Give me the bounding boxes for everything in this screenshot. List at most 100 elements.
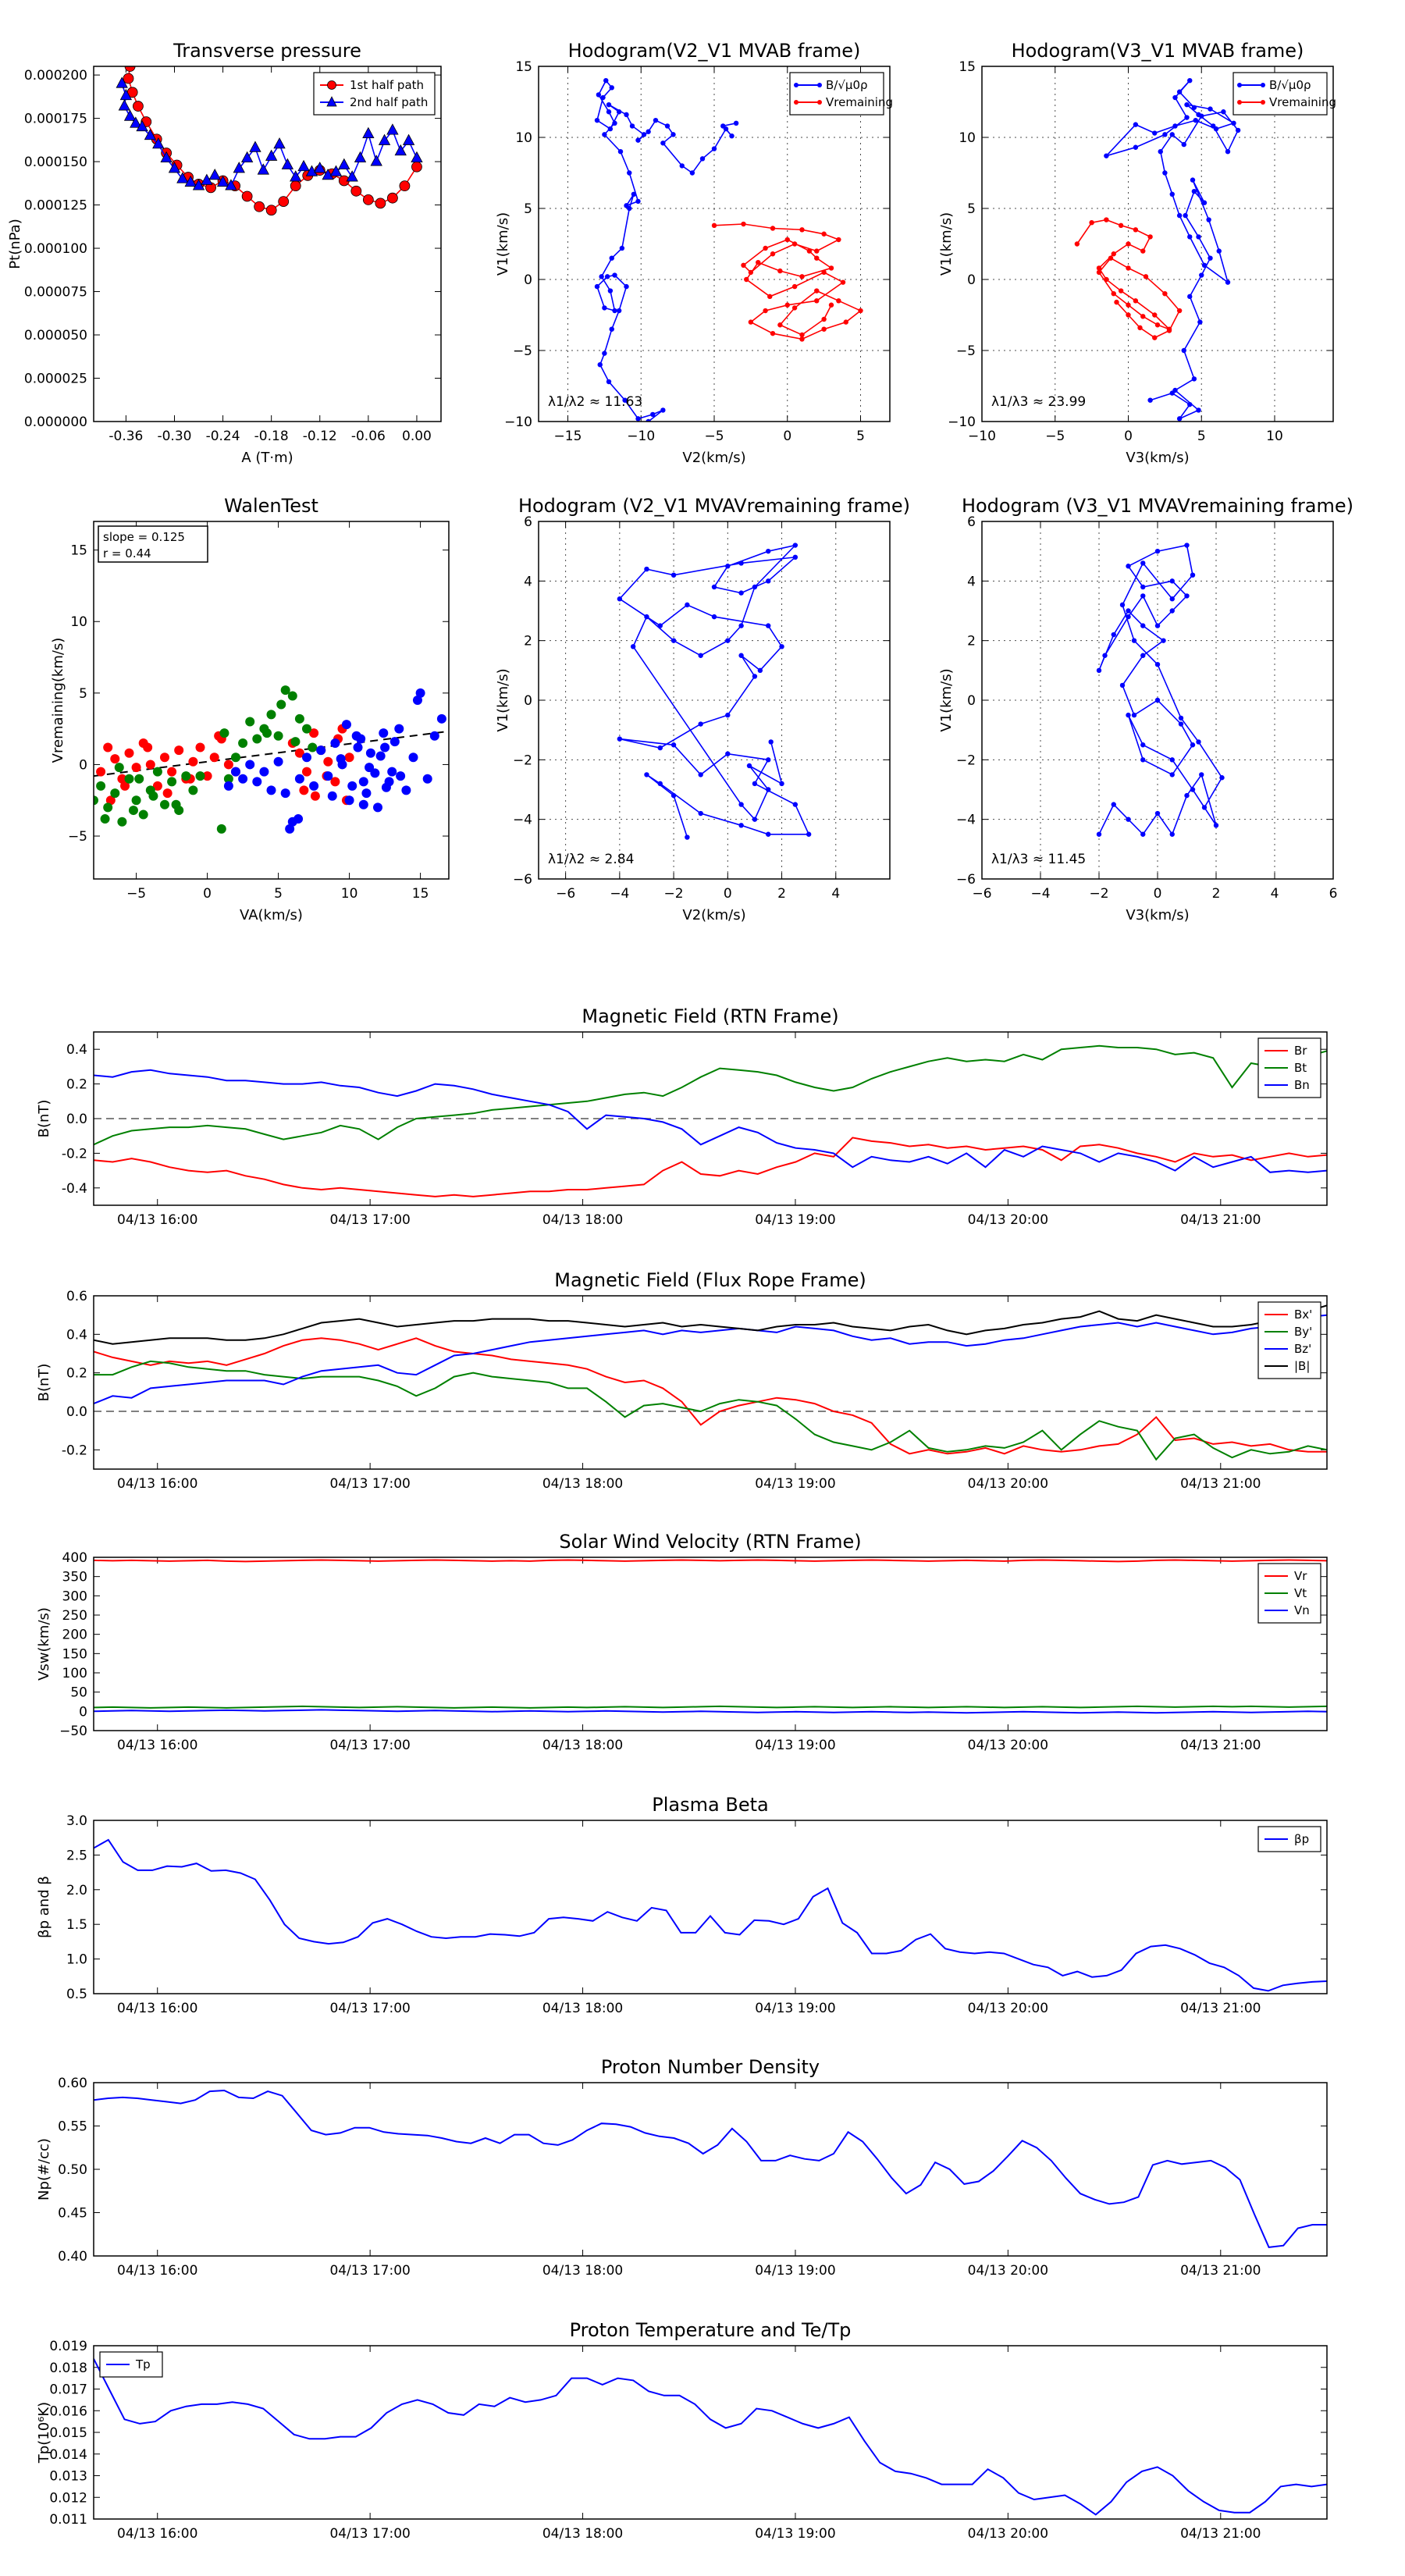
y-tick-label: 5 <box>524 201 532 217</box>
data-point <box>116 76 128 88</box>
legend-marker <box>1237 100 1242 105</box>
data-point <box>1235 127 1241 133</box>
series-line <box>94 1137 1327 1197</box>
data-point <box>763 245 768 251</box>
legend-label: Bt <box>1294 1061 1307 1075</box>
x-tick-label: 5 <box>1197 429 1206 444</box>
data-point <box>720 123 726 129</box>
x-tick-label: -0.06 <box>351 429 386 444</box>
legend-marker <box>327 80 336 90</box>
x-tick-label: -0.12 <box>303 429 337 444</box>
y-tick-label: −5 <box>68 829 87 845</box>
data-point <box>1225 279 1231 285</box>
y-axis-label: Np(#/cc) <box>36 2138 52 2201</box>
x-tick-label: 04/13 17:00 <box>329 2526 410 2542</box>
data-point <box>1147 397 1153 403</box>
data-point <box>711 584 717 590</box>
chart-title: Hodogram(V3_V1 MVAB frame) <box>1012 40 1304 62</box>
data-point <box>1104 276 1109 283</box>
series-tp <box>94 2358 1327 2516</box>
series-2nd-half-path <box>116 76 423 190</box>
data-point <box>1126 241 1131 247</box>
data-point <box>1221 109 1226 115</box>
data-point <box>1140 314 1146 319</box>
y-tick-label: 3.0 <box>66 1813 87 1829</box>
y-tick-label: 2 <box>524 634 532 649</box>
x-tick-label: 0 <box>783 429 791 444</box>
x-tick-label: 04/13 17:00 <box>329 1212 410 1228</box>
x-tick-label: 04/13 17:00 <box>329 1476 410 1492</box>
data-point <box>290 170 302 182</box>
x-tick-label: −6 <box>972 886 991 902</box>
x-tick-label: −4 <box>610 886 629 902</box>
plot-area <box>94 2089 1327 2248</box>
data-point <box>738 623 744 628</box>
data-point <box>152 767 162 777</box>
series-b-0- <box>1104 78 1241 422</box>
data-point <box>181 771 191 781</box>
data-point <box>752 817 758 822</box>
data-point <box>120 781 130 791</box>
legend-label: By' <box>1294 1325 1312 1339</box>
data-point <box>386 123 399 135</box>
plot-frame <box>93 1031 1328 1206</box>
data-point <box>273 731 283 741</box>
data-point <box>799 227 805 233</box>
y-axis-label: Pt(nPa) <box>7 219 23 269</box>
data-point <box>105 795 116 806</box>
data-point <box>1190 177 1196 183</box>
data-point <box>265 149 278 161</box>
series-vremaining <box>1074 217 1183 340</box>
x-tick-label: 04/13 19:00 <box>755 1738 835 1753</box>
data-point <box>299 785 309 795</box>
data-point <box>1201 262 1208 268</box>
data-point <box>1096 265 1102 271</box>
data-point <box>607 288 614 294</box>
series-line <box>94 2089 1327 2248</box>
data-point <box>741 221 746 227</box>
x-tick-label: 04/13 16:00 <box>117 2001 197 2016</box>
data-point <box>738 802 744 807</box>
y-tick-label: 15 <box>515 59 532 75</box>
x-tick-label: 6 <box>1329 886 1338 902</box>
hodogram-v2-v1-mvab-chart: Hodogram(V2_V1 MVAB frame) −15 −10 −5 0 5 −10 −… <box>495 40 893 466</box>
magnetic-field-flux-rope-chart: Magnetic Field (Flux Rope Frame) 04/13 16… <box>36 1269 1328 1492</box>
data-point <box>1191 188 1197 194</box>
data-point <box>670 572 677 578</box>
data-point <box>646 129 651 134</box>
legend-label: βp <box>1294 1832 1309 1846</box>
data-point <box>1225 149 1231 155</box>
series-bz- <box>94 1314 1327 1405</box>
y-axis-label: V1(km/s) <box>495 212 511 276</box>
legend: B/√μ0ρ Vremaining <box>789 72 893 116</box>
x-tick-label: 04/13 18:00 <box>542 2001 623 2016</box>
legend: βp <box>1257 1826 1321 1852</box>
y-tick-label: 0.60 <box>58 2076 87 2091</box>
data-point <box>216 824 226 834</box>
x-tick-label: -0.24 <box>206 429 240 444</box>
data-point <box>412 696 422 705</box>
y-axis-label: V1(km/s) <box>495 668 511 731</box>
legend-marker <box>1237 83 1242 87</box>
chart-title: Hodogram (V3_V1 MVAVremaining frame) <box>962 495 1353 517</box>
x-tick-label: 04/13 16:00 <box>117 2526 197 2542</box>
data-point <box>799 332 805 338</box>
legend-marker <box>326 96 337 107</box>
data-point <box>1119 682 1126 688</box>
data-point <box>130 116 142 128</box>
data-point <box>124 748 134 758</box>
magnetic-field-rtn-chart: Magnetic Field (RTN Frame) 04/13 16:00 04/… <box>36 1005 1328 1228</box>
plot-frame <box>93 521 450 880</box>
legend-label: 2nd half path <box>350 95 428 109</box>
data-point <box>607 126 614 132</box>
data-point <box>624 112 629 118</box>
y-tick-label: 15 <box>959 59 976 75</box>
solar-wind-velocity-rtn-chart: Solar Wind Velocity (RTN Frame) 04/13 16:… <box>36 1531 1328 1753</box>
data-point <box>646 418 651 422</box>
hodogram-v3-v1-mvab-chart: Hodogram(V3_V1 MVAB frame) −10 −5 0 5 10 −10 −5… <box>938 40 1336 466</box>
legend-label: Bn <box>1294 1078 1310 1092</box>
data-point <box>294 748 304 758</box>
legend-marker <box>1261 100 1265 105</box>
data-point <box>766 757 771 763</box>
